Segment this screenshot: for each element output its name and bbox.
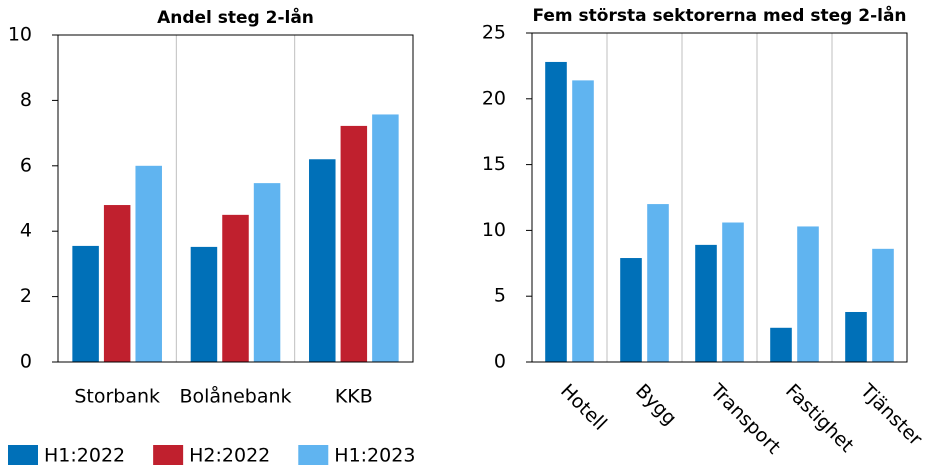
y-tick-label: 4	[20, 220, 32, 242]
y-tick-label: 15	[482, 153, 506, 175]
x-tick-label: Transport	[705, 379, 784, 458]
y-tick-label: 2	[20, 285, 32, 307]
bar	[797, 226, 819, 362]
x-tick-label: Tjänster	[855, 379, 925, 450]
y-tick-label: 6	[20, 154, 32, 176]
bar	[309, 159, 336, 362]
bar	[340, 125, 368, 362]
bar	[872, 248, 894, 362]
legend-label: H1:2023	[334, 445, 415, 467]
y-tick-label: 25	[482, 22, 506, 44]
legend-label: H2:2022	[189, 445, 270, 467]
chart-title: Fem största sektorerna med steg 2-lån	[532, 4, 906, 26]
bar	[695, 244, 717, 362]
bar	[845, 311, 867, 362]
bar	[222, 214, 249, 362]
x-tick-label: Hotell	[556, 380, 611, 435]
x-tick-label: KKB	[335, 386, 373, 408]
bar	[135, 165, 162, 362]
bar	[372, 114, 399, 362]
bar	[722, 222, 744, 362]
bar	[190, 246, 218, 362]
legend-label: H1:2022	[44, 445, 125, 467]
x-tick-label: Storbank	[74, 386, 160, 408]
bar	[770, 327, 792, 362]
x-tick-label: Fastighet	[781, 380, 858, 457]
y-tick-label: 0	[20, 351, 32, 373]
y-tick-label: 10	[482, 219, 506, 241]
chart-title: Andel steg 2-lån	[157, 6, 314, 28]
x-tick-label: Bolånebank	[179, 385, 291, 408]
legend-swatch	[298, 445, 329, 465]
bar	[620, 258, 642, 362]
bar	[103, 205, 131, 362]
x-tick-label: Bygg	[631, 380, 681, 430]
legend-swatch	[153, 445, 184, 465]
y-tick-label: 0	[494, 351, 506, 373]
plot-frame	[57, 34, 414, 363]
bar	[72, 245, 99, 362]
bar	[545, 61, 567, 363]
y-tick-label: 8	[20, 89, 32, 111]
bar	[253, 183, 281, 362]
bar	[572, 80, 594, 362]
plot-frame	[531, 32, 908, 363]
y-tick-label: 5	[494, 285, 506, 307]
bar	[647, 204, 669, 362]
legend-swatch	[8, 445, 38, 465]
y-tick-label: 20	[482, 87, 506, 109]
y-tick-label: 10	[8, 24, 32, 46]
